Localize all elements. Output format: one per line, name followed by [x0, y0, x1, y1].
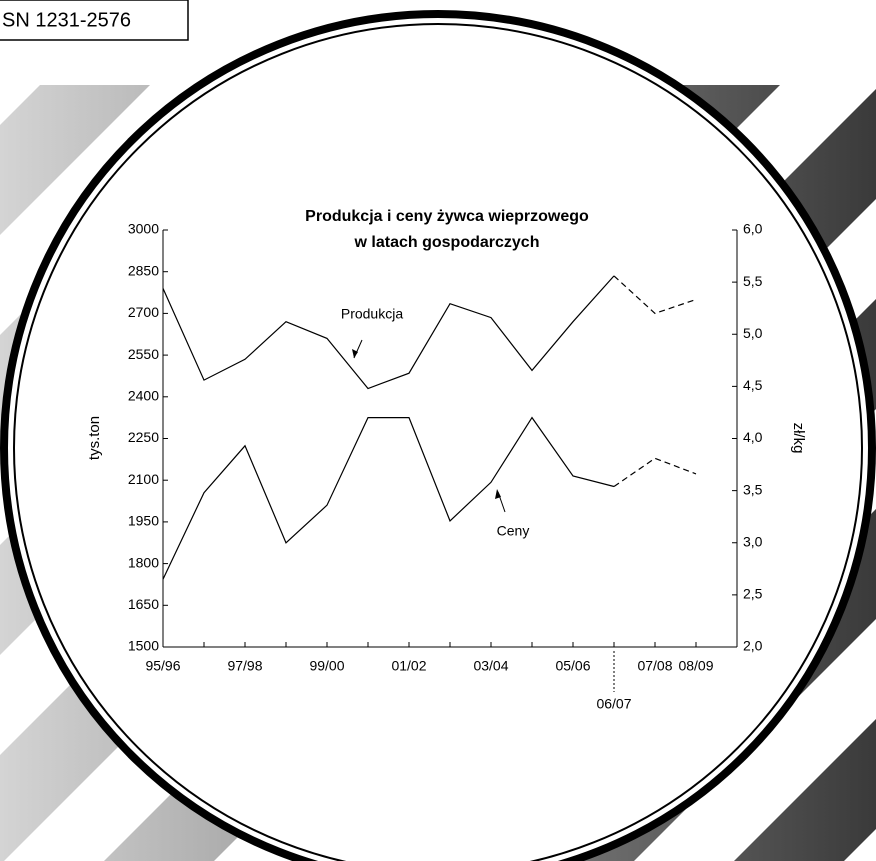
y-tick-label: 2400 [128, 388, 159, 404]
issn: SN 1231-2576 [2, 9, 131, 31]
y2-tick-label: 2,5 [743, 586, 763, 602]
x-tick-label: 06/07 [596, 696, 631, 712]
y-tick-label: 2550 [128, 346, 159, 362]
y2-tick-label: 2,0 [743, 638, 763, 654]
y2-tick-label: 3,0 [743, 533, 763, 549]
chart-title: Produkcja i ceny żywca wieprzowego [305, 208, 589, 225]
x-tick-label: 97/98 [227, 658, 262, 674]
x-tick-label: 08/09 [678, 658, 713, 674]
y-axis-label: tys.ton [86, 416, 103, 460]
x-tick-label: 03/04 [473, 658, 508, 674]
x-tick-label: 99/00 [309, 658, 344, 674]
y2-tick-label: 5,5 [743, 273, 763, 289]
y-tick-label: 1500 [128, 638, 159, 654]
x-tick-label: 01/02 [391, 658, 426, 674]
y-tick-label: 2100 [128, 471, 159, 487]
y2-tick-label: 4,5 [743, 377, 763, 393]
y2-tick-label: 3,5 [743, 481, 763, 497]
y2-axis-label: zł/kg [790, 423, 807, 454]
annotation: Produkcja [341, 306, 403, 322]
y-tick-label: 2850 [128, 262, 159, 278]
y2-tick-label: 6,0 [743, 221, 763, 237]
y-tick-label: 2250 [128, 429, 159, 445]
y2-tick-label: 5,0 [743, 325, 763, 341]
x-tick-label: 05/06 [555, 658, 590, 674]
y-tick-label: 1950 [128, 513, 159, 529]
y-tick-label: 1800 [128, 554, 159, 570]
y-tick-label: 3000 [128, 221, 159, 237]
y-tick-label: 1650 [128, 596, 159, 612]
annotation: Ceny [497, 523, 530, 539]
x-tick-label: 95/96 [145, 658, 180, 674]
chart-title: w latach gospodarczych [354, 234, 540, 251]
y-tick-label: 2700 [128, 304, 159, 320]
x-tick-label: 07/08 [637, 658, 672, 674]
y2-tick-label: 4,0 [743, 429, 763, 445]
cover: SN 1231-2576 Produkcja i ceny żywca wiep… [0, 0, 876, 861]
